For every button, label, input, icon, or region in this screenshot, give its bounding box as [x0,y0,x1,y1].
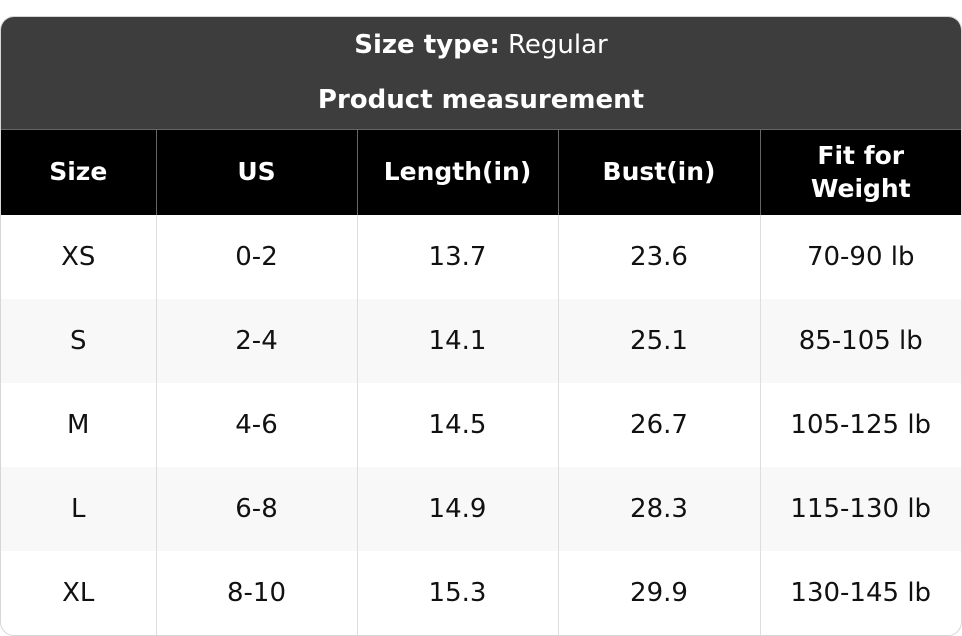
table-cell: XS [61,242,96,272]
table-cell: 85-105 lb [759,299,961,383]
table-cell: 115-130 lb [759,467,961,551]
size-chart: Size type: Regular Product measurement S… [0,16,962,636]
table-cell: L [1,467,156,551]
table-row: L 6-8 14.9 28.3 115-130 lb [1,467,961,551]
table-cell: 4-6 [155,383,357,467]
header-row: Size US Length(in) Bust(in) Fit for Weight [1,129,961,215]
size-header: Size type: Regular Product measurement [1,17,961,129]
table-cell: XL [62,578,95,608]
column-header: Bust(in) [557,129,760,215]
table-row: S 2-4 14.1 25.1 85-105 lb [1,299,961,383]
table-cell: 8-10 [155,551,357,635]
column-header: US [155,129,357,215]
table-cell: 29.9 [557,551,760,635]
table-cell: 26.7 [557,383,760,467]
table-cell: 130-145 lb [759,551,961,635]
table-cell: 70-90 lb [759,215,961,299]
table-cell: 14.1 [356,299,558,383]
size-type: Size type: Regular [1,17,961,61]
table-cell: 23.6 [557,215,760,299]
table-cell: 13.7 [356,215,558,299]
table-cell: 105-125 lb [759,383,961,467]
table-cell: 15.3 [356,551,558,635]
column-header: Size [1,129,156,215]
table-cell: 25.1 [557,299,760,383]
table-cell: 6-8 [155,467,357,551]
table-cell: 2-4 [155,299,357,383]
table-cell: S [1,299,156,383]
table-row: M 4-6 14.5 26.7 105-125 lb [1,383,961,467]
column-header: Length(in) [356,129,558,215]
table-cell: 14.9 [356,467,558,551]
table-cell: M [67,410,90,440]
table-cell: 0-2 [155,215,357,299]
size-type-label: Size type: [354,30,500,60]
table-row: XS 0-2 13.7 23.6 70-90 lb [1,215,961,299]
size-table: Size US Length(in) Bust(in) Fit for Weight X… [1,129,961,635]
table-cell: 14.5 [356,383,558,467]
table-body: XS 0-2 13.7 23.6 70-90 lb S 2-4 14.1 25.1 85-105 … [1,215,961,635]
column-header: Fit for Weight [759,129,961,215]
subtitle: Product measurement [317,85,645,115]
size-type-value: Regular [508,30,608,60]
table-cell: 28.3 [557,467,760,551]
table-row: XL 8-10 15.3 29.9 130-145 lb [1,551,961,635]
